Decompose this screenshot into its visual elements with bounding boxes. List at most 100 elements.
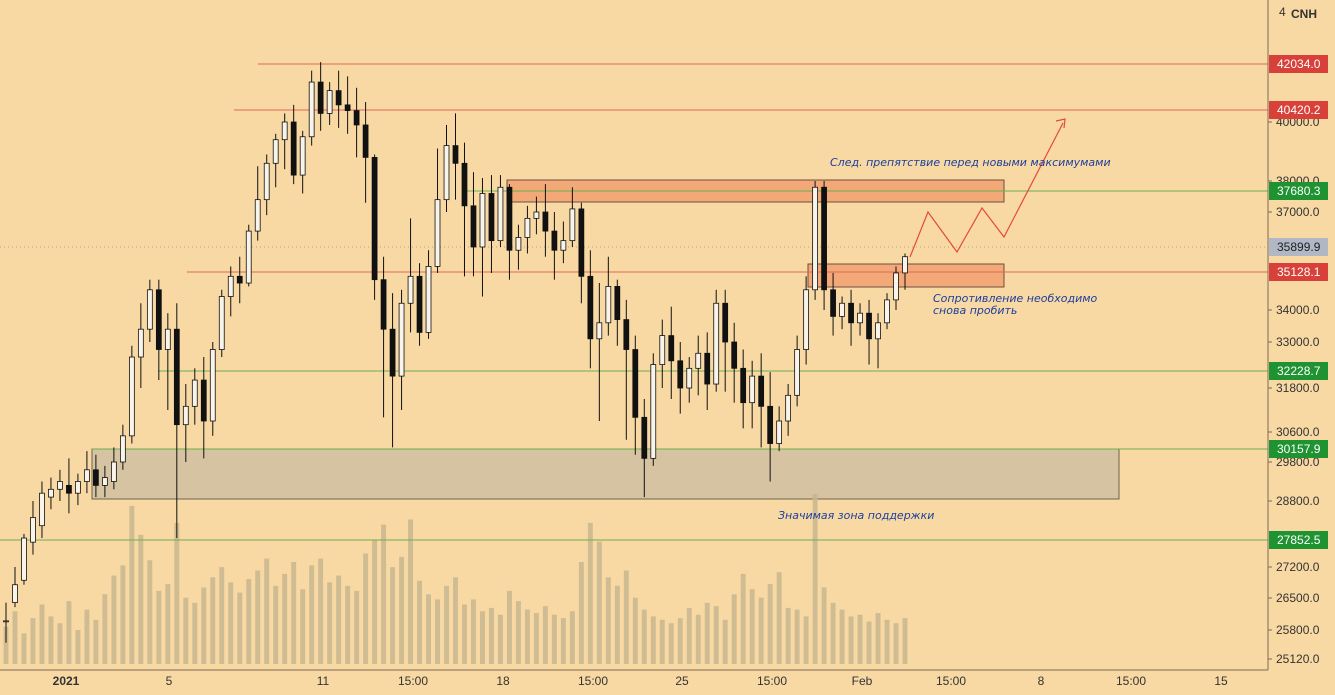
price-tick-label: 27200.0 <box>1276 560 1320 574</box>
price-tick-label: 26500.0 <box>1276 591 1320 605</box>
price-badge-resistance[interactable]: 35128.1 <box>1269 263 1328 281</box>
time-axis[interactable]: 2021 5 11 15:00 18 15:00 25 15:00 Feb 15:00 8 15:00… <box>0 669 1335 695</box>
candle <box>3 602 9 643</box>
candle <box>425 250 432 339</box>
currency-label[interactable]: CNH <box>1291 7 1317 21</box>
volume-bar <box>749 589 755 664</box>
candle <box>461 142 468 277</box>
price-badge-resistance[interactable]: 42034.0 <box>1269 55 1328 73</box>
volume-bar <box>147 560 153 664</box>
volume-bar <box>875 613 881 664</box>
price-tick-labels: 40000.038000.037000.034000.033000.031800… <box>1268 115 1320 666</box>
volume-bar <box>111 575 117 664</box>
volume-bar <box>345 585 351 664</box>
candle <box>245 224 252 287</box>
volume-bar <box>462 604 467 664</box>
volume-bar <box>524 609 530 664</box>
candle <box>209 342 216 436</box>
time-label: Feb <box>852 674 873 688</box>
volume-bar <box>488 607 494 664</box>
volume-bar <box>354 590 360 664</box>
price-tick-label: 25800.0 <box>1276 623 1320 637</box>
volume-bar <box>794 609 800 664</box>
price-tick-label: 30600.0 <box>1276 425 1320 439</box>
time-label: 15:00 <box>398 674 428 688</box>
candle <box>111 447 117 490</box>
candlesticks <box>3 62 908 643</box>
price-scale[interactable]: 40000.038000.037000.034000.033000.031800… <box>1267 0 1335 670</box>
candle <box>587 250 594 369</box>
time-axis-background <box>0 670 1335 695</box>
time-label: 15:00 <box>1116 674 1146 688</box>
price-badge-support[interactable]: 30157.9 <box>1269 440 1328 458</box>
candle <box>443 124 450 212</box>
price-badge-current[interactable]: 35899.9 <box>1269 238 1328 256</box>
price-tick-label: 29800.0 <box>1276 455 1320 469</box>
candle <box>48 477 54 510</box>
candle <box>569 187 576 247</box>
volume-bar <box>66 601 72 664</box>
candle <box>578 202 585 304</box>
candle <box>677 342 684 414</box>
candle <box>722 289 729 392</box>
volume-bar <box>183 597 189 664</box>
volume-bar <box>264 558 270 664</box>
svg-text:35899.9: 35899.9 <box>1277 240 1321 254</box>
candle <box>749 360 756 429</box>
price-badge-support[interactable]: 37680.3 <box>1269 182 1328 200</box>
volume-bar <box>866 621 872 664</box>
candle <box>299 130 306 194</box>
volume-bar <box>632 597 638 664</box>
time-label: 2021 <box>53 674 80 688</box>
price-badge-support[interactable]: 27852.5 <box>1269 531 1328 549</box>
annotation-next-obstacle: След. препятствие перед новыми максимума… <box>830 156 1111 169</box>
volume-bar <box>533 613 539 664</box>
time-label: 8 <box>1038 674 1045 688</box>
volume-bar <box>560 618 566 664</box>
volume-bar <box>444 585 449 664</box>
volume-bar <box>93 619 99 664</box>
volume-bar <box>668 623 674 664</box>
candle <box>218 289 225 358</box>
volume-bar <box>390 567 396 664</box>
candle <box>488 175 495 273</box>
volume-bar <box>551 614 557 664</box>
candle <box>272 133 279 188</box>
candle <box>659 319 666 388</box>
volume-bar <box>471 599 476 664</box>
volume-bar <box>399 556 405 664</box>
candle <box>353 87 360 158</box>
candle <box>506 184 513 280</box>
volume-bar <box>372 539 378 664</box>
candle <box>407 218 414 333</box>
volume-bar <box>39 604 45 664</box>
candle <box>335 70 342 128</box>
volume-bar <box>542 606 548 664</box>
volume-bar <box>30 618 36 664</box>
volume-bar <box>812 494 818 664</box>
volume-bar <box>893 623 899 664</box>
time-label: 15:00 <box>757 674 787 688</box>
candle <box>389 293 396 448</box>
volume-bar <box>336 575 342 664</box>
candle <box>57 469 63 501</box>
candle <box>326 82 333 125</box>
support-zone <box>91 448 1120 500</box>
volume-bar <box>740 573 746 664</box>
candle <box>542 184 549 257</box>
price-tick-label: 37000.0 <box>1276 205 1320 219</box>
candle <box>317 62 324 131</box>
annotation-resistance-line1: Сопротивление необходимо <box>933 292 1098 305</box>
price-badge-resistance[interactable]: 40420.2 <box>1269 101 1328 119</box>
candle <box>875 313 881 369</box>
volume-bar <box>228 582 234 664</box>
time-labels: 2021 5 11 15:00 18 15:00 25 15:00 Feb 15:00 8 15:00… <box>53 674 1228 688</box>
volume-bar <box>291 562 297 664</box>
candle <box>767 372 774 482</box>
candle <box>713 289 720 392</box>
candle <box>452 113 459 200</box>
svg-text:35128.1: 35128.1 <box>1277 265 1321 279</box>
price-badge-support[interactable]: 32228.7 <box>1269 362 1328 380</box>
volume-bar <box>381 524 387 664</box>
